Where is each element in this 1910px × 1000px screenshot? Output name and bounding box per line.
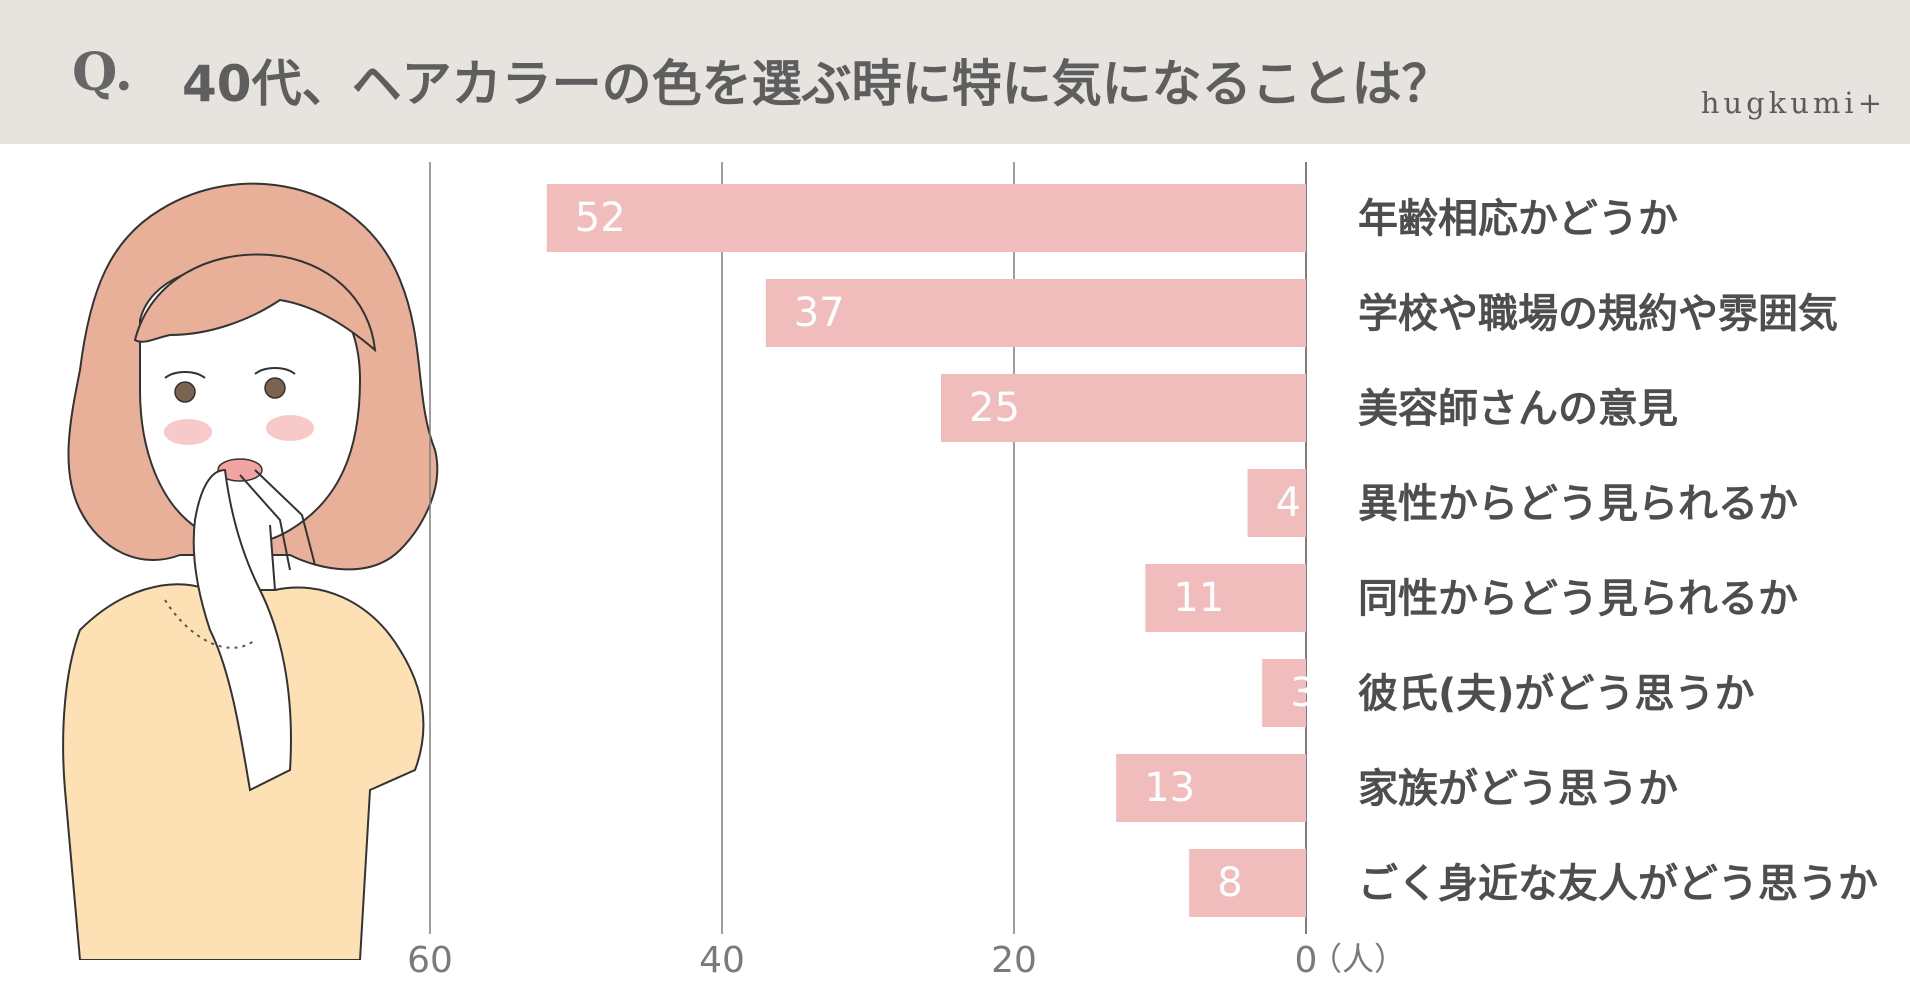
bar — [546, 184, 1306, 252]
bar-value-label: 25 — [969, 385, 1020, 431]
category-label: 年齢相応かどうか — [1358, 196, 1678, 242]
category-label: 学校や職場の規約や雰囲気 — [1358, 291, 1838, 337]
category-label: ごく身近な友人がどう思うか — [1358, 861, 1878, 907]
x-tick-label: 20 — [991, 940, 1037, 981]
category-label: 家族がどう思うか — [1358, 766, 1678, 812]
top-shape — [62, 583, 425, 960]
x-tick-label: 40 — [699, 940, 745, 981]
x-tick-label: 60 — [407, 940, 453, 981]
bar — [765, 279, 1306, 347]
bar-value-label: 13 — [1144, 765, 1195, 811]
bar-value-label: 52 — [575, 195, 626, 241]
lips — [217, 458, 263, 482]
right-eye — [264, 377, 286, 399]
bar-value-label: 3 — [1290, 670, 1315, 716]
category-label: 美容師さんの意見 — [1358, 386, 1678, 432]
category-label: 同性からどう見られるか — [1358, 576, 1798, 622]
bar — [1145, 564, 1306, 632]
bar — [1247, 469, 1306, 537]
bar-chart: 0 20 40 60 （人） 52 年齢相応かどうか 37 学校や職場の規約や雰囲気 25 美容師さ… — [407, 162, 1878, 981]
bar-value-label: 4 — [1276, 480, 1301, 526]
bar-value-label: 37 — [794, 290, 845, 336]
bar-value-label: 8 — [1217, 860, 1242, 906]
bar — [1189, 849, 1306, 917]
bar-value-label: 11 — [1173, 575, 1224, 621]
bar — [1116, 754, 1306, 822]
question-mark-label: Q. — [72, 42, 133, 103]
fringe-shape — [133, 253, 377, 353]
page-title: 40代、ヘアカラーの色を選ぶ時に特に気になることは？ — [182, 55, 1452, 113]
bar — [1262, 659, 1306, 727]
woman-illustration — [62, 182, 439, 960]
hand-shape — [192, 468, 292, 792]
left-eye — [174, 381, 196, 403]
header-banner: Q. 40代、ヘアカラーの色を選ぶ時に特に気になることは？ hugkumi+ — [0, 0, 1910, 144]
category-label: 彼氏(夫)がどう思うか — [1358, 671, 1755, 717]
brand-logo: hugkumi+ — [1700, 86, 1886, 120]
left-cheek — [164, 419, 212, 445]
right-cheek — [266, 415, 314, 441]
bar — [941, 374, 1306, 442]
x-unit-label: （人） — [1310, 940, 1406, 978]
category-label: 異性からどう見られるか — [1358, 481, 1798, 527]
x-tick-label: 0 — [1295, 940, 1318, 981]
